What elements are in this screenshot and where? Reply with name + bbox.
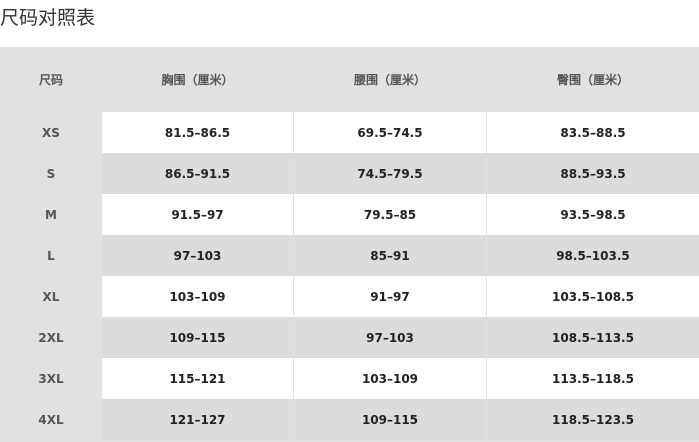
waist-value: 109–115 bbox=[294, 399, 486, 440]
chest-value: 103–109 bbox=[102, 276, 293, 317]
size-table: 尺码 胸围（厘米） 腰围（厘米） 臀围（厘米） XS 81.5–86.5 69.… bbox=[0, 47, 699, 442]
table-row: M 91.5–97 79.5–85 93.5–98.5 bbox=[0, 194, 699, 235]
table-row: XS 81.5–86.5 69.5–74.5 83.5–88.5 bbox=[0, 112, 699, 153]
hip-value: 118.5–123.5 bbox=[487, 399, 699, 440]
waist-value: 103–109 bbox=[294, 358, 486, 399]
waist-value: 74.5–79.5 bbox=[294, 153, 486, 194]
hip-value: 113.5–118.5 bbox=[487, 358, 699, 399]
size-label: 2XL bbox=[38, 330, 64, 345]
header-waist: 腰围（厘米） bbox=[353, 73, 426, 87]
chest-value: 86.5–91.5 bbox=[102, 153, 293, 194]
page-title: 尺码对照表 bbox=[0, 7, 96, 29]
table-row: 4XL 121–127 109–115 118.5–123.5 bbox=[0, 399, 699, 440]
hip-value: 108.5–113.5 bbox=[487, 317, 699, 358]
size-label: 3XL bbox=[38, 371, 64, 386]
waist-value: 79.5–85 bbox=[294, 194, 486, 235]
waist-value: 91–97 bbox=[294, 276, 486, 317]
hip-value: 83.5–88.5 bbox=[487, 112, 699, 153]
hip-value: 88.5–93.5 bbox=[487, 153, 699, 194]
chest-value: 91.5–97 bbox=[102, 194, 293, 235]
table-header: 尺码 胸围（厘米） 腰围（厘米） 臀围（厘米） bbox=[0, 47, 699, 112]
hip-value: 98.5–103.5 bbox=[487, 235, 699, 276]
table-row: 3XL 115–121 103–109 113.5–118.5 bbox=[0, 358, 699, 399]
table-row: S 86.5–91.5 74.5–79.5 88.5–93.5 bbox=[0, 153, 699, 194]
table-row: L 97–103 85–91 98.5–103.5 bbox=[0, 235, 699, 276]
size-label: XS bbox=[42, 125, 60, 140]
header-hip: 臀围（厘米） bbox=[556, 73, 629, 87]
chest-value: 115–121 bbox=[102, 358, 293, 399]
chest-value: 97–103 bbox=[102, 235, 293, 276]
header-size: 尺码 bbox=[38, 73, 63, 87]
size-label: L bbox=[47, 248, 55, 263]
hip-value: 93.5–98.5 bbox=[487, 194, 699, 235]
waist-value: 97–103 bbox=[294, 317, 486, 358]
size-label: M bbox=[45, 207, 57, 222]
hip-value: 103.5–108.5 bbox=[487, 276, 699, 317]
size-label: S bbox=[46, 166, 56, 181]
size-label: 4XL bbox=[38, 412, 64, 427]
chest-value: 81.5–86.5 bbox=[102, 112, 293, 153]
waist-value: 85–91 bbox=[294, 235, 486, 276]
chest-value: 109–115 bbox=[102, 317, 293, 358]
size-label: XL bbox=[42, 289, 60, 304]
table-row: XL 103–109 91–97 103.5–108.5 bbox=[0, 276, 699, 317]
waist-value: 69.5–74.5 bbox=[294, 112, 486, 153]
chest-value: 121–127 bbox=[102, 399, 293, 440]
table-row: 2XL 109–115 97–103 108.5–113.5 bbox=[0, 317, 699, 358]
header-chest: 胸围（厘米） bbox=[161, 73, 234, 87]
